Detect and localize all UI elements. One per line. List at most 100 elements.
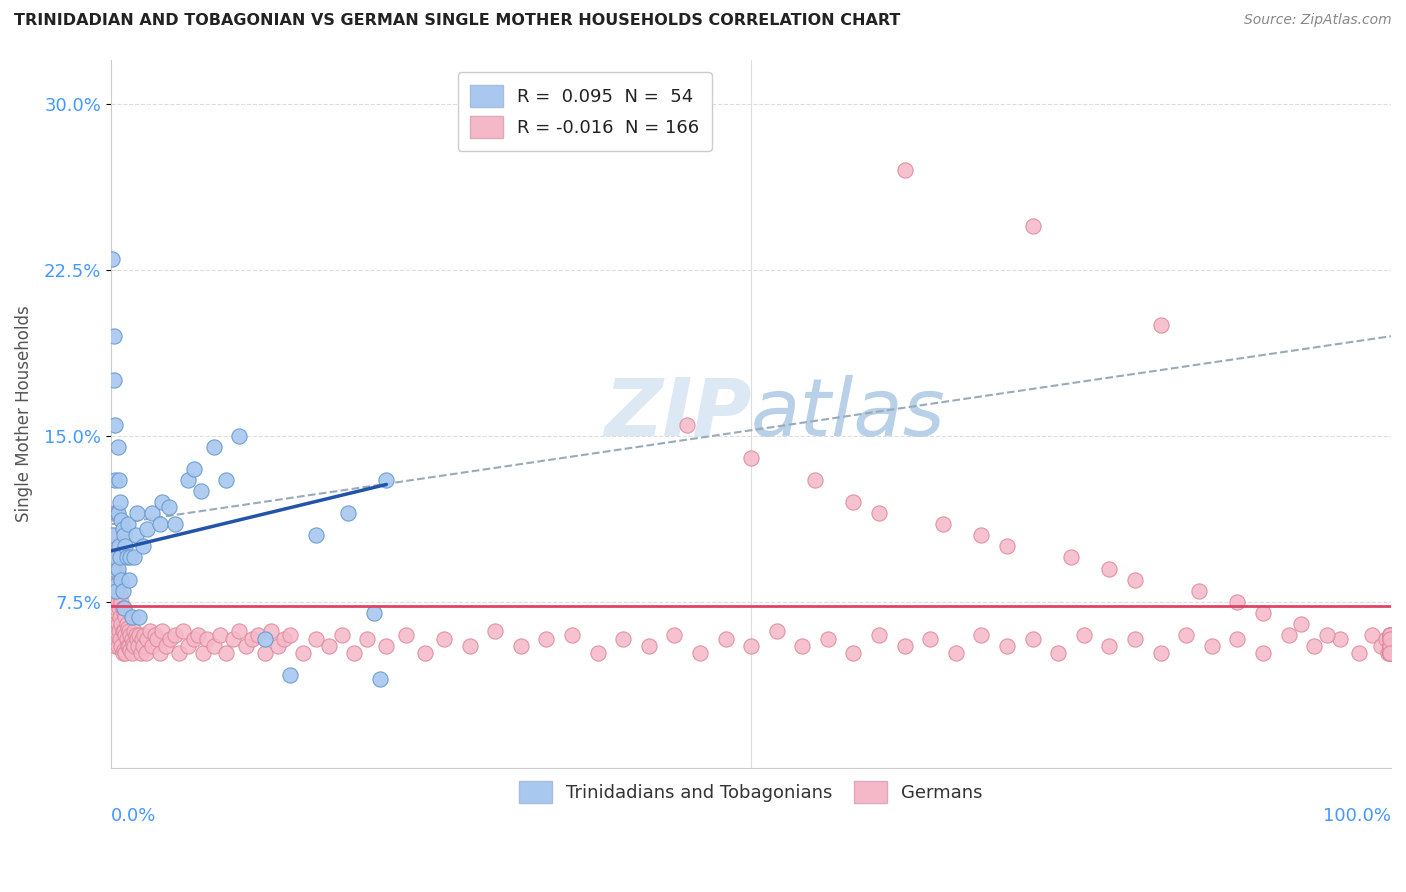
Point	[1378, 646, 1400, 660]
Point	[1378, 628, 1400, 642]
Point	[247, 628, 270, 642]
Point	[146, 632, 169, 647]
Point	[612, 632, 634, 647]
Point	[172, 624, 194, 638]
Point	[292, 646, 315, 660]
Point	[995, 639, 1018, 653]
Point	[103, 561, 125, 575]
Point	[101, 528, 124, 542]
Text: 100.0%: 100.0%	[1323, 806, 1391, 824]
Point	[134, 628, 156, 642]
Point	[394, 628, 416, 642]
Point	[509, 639, 531, 653]
Point	[114, 540, 136, 554]
Point	[1073, 628, 1095, 642]
Point	[108, 550, 131, 565]
Point	[122, 550, 145, 565]
Point	[202, 639, 225, 653]
Point	[110, 639, 132, 653]
Point	[1226, 595, 1249, 609]
Point	[105, 579, 128, 593]
Point	[187, 628, 209, 642]
Point	[101, 583, 124, 598]
Point	[107, 639, 129, 653]
Text: TRINIDADIAN AND TOBAGONIAN VS GERMAN SINGLE MOTHER HOUSEHOLDS CORRELATION CHART: TRINIDADIAN AND TOBAGONIAN VS GERMAN SIN…	[14, 13, 900, 29]
Point	[132, 540, 155, 554]
Point	[368, 672, 391, 686]
Point	[1378, 646, 1400, 660]
Point	[111, 601, 134, 615]
Point	[122, 639, 145, 653]
Point	[1188, 583, 1211, 598]
Point	[108, 610, 131, 624]
Point	[165, 517, 187, 532]
Point	[1369, 639, 1392, 653]
Point	[121, 632, 143, 647]
Point	[586, 646, 609, 660]
Point	[1378, 628, 1400, 642]
Point	[108, 495, 131, 509]
Point	[792, 639, 814, 653]
Point	[114, 646, 136, 660]
Point	[114, 628, 136, 642]
Point	[1098, 561, 1121, 575]
Point	[637, 639, 659, 653]
Point	[1378, 646, 1400, 660]
Point	[1378, 632, 1400, 647]
Point	[363, 606, 385, 620]
Point	[433, 632, 456, 647]
Text: ZIP: ZIP	[603, 375, 751, 452]
Text: Source: ZipAtlas.com: Source: ZipAtlas.com	[1244, 13, 1392, 28]
Point	[112, 528, 135, 542]
Point	[1378, 639, 1400, 653]
Point	[343, 646, 366, 660]
Point	[1378, 639, 1400, 653]
Point	[253, 632, 276, 647]
Point	[103, 528, 125, 542]
Point	[152, 495, 174, 509]
Point	[1378, 639, 1400, 653]
Point	[141, 639, 163, 653]
Point	[995, 540, 1018, 554]
Point	[1201, 639, 1223, 653]
Point	[112, 606, 135, 620]
Point	[1251, 606, 1274, 620]
Point	[111, 646, 134, 660]
Point	[318, 639, 340, 653]
Point	[105, 624, 128, 638]
Point	[1378, 632, 1400, 647]
Point	[110, 513, 132, 527]
Point	[1348, 646, 1371, 660]
Point	[122, 637, 145, 651]
Point	[1378, 632, 1400, 647]
Point	[1378, 646, 1400, 660]
Point	[1378, 628, 1400, 642]
Point	[104, 540, 127, 554]
Point	[842, 646, 865, 660]
Point	[107, 561, 129, 575]
Point	[375, 473, 398, 487]
Point	[868, 628, 890, 642]
Point	[1251, 646, 1274, 660]
Point	[676, 417, 699, 432]
Point	[1378, 632, 1400, 647]
Point	[112, 643, 135, 657]
Point	[136, 522, 159, 536]
Point	[115, 632, 138, 647]
Point	[1021, 632, 1043, 647]
Point	[105, 601, 128, 615]
Point	[273, 632, 295, 647]
Point	[165, 628, 187, 642]
Point	[107, 616, 129, 631]
Point	[235, 639, 257, 653]
Point	[484, 624, 506, 638]
Point	[1021, 219, 1043, 233]
Point	[1378, 646, 1400, 660]
Point	[122, 624, 145, 638]
Point	[120, 550, 142, 565]
Point	[868, 506, 890, 520]
Point	[1378, 646, 1400, 660]
Point	[104, 616, 127, 631]
Point	[260, 624, 283, 638]
Point	[135, 646, 157, 660]
